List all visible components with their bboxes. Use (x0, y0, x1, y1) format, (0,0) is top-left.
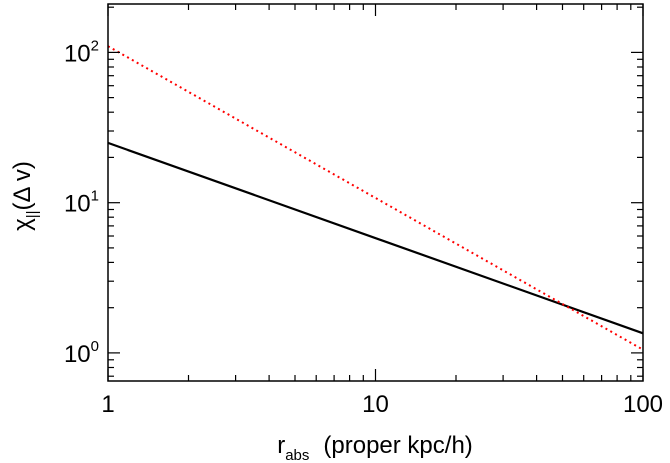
y-axis-label-rest: (Δ v) (9, 161, 36, 210)
series-line-1 (107, 45, 644, 351)
y-tick-label-exponent: 0 (91, 338, 99, 355)
y-tick-label-base: 10 (64, 191, 91, 218)
series-line-0 (107, 141, 644, 335)
axis-ticks (107, 4, 644, 381)
y-tick-label-exponent: 2 (91, 37, 99, 54)
x-axis-label-subscript: abs (285, 447, 309, 463)
y-axis-label-main: χ (9, 218, 36, 231)
y-tick-label-0: 100 (64, 338, 99, 368)
x-tick-label-2: 100 (623, 391, 663, 418)
plot-frame (107, 3, 644, 382)
x-axis-label-rest: (proper kpc/h) (323, 432, 472, 459)
x-tick-label-1: 10 (362, 391, 389, 418)
x-tick-label-0: 1 (101, 391, 114, 418)
y-tick-label-base: 10 (64, 341, 91, 368)
y-tick-label-2: 102 (64, 37, 99, 67)
y-tick-label-base: 10 (64, 40, 91, 67)
y-axis-label: χ||(Δ v) (9, 161, 41, 231)
x-axis-label-main: r (277, 432, 285, 459)
y-tick-label-1: 101 (64, 188, 99, 218)
x-axis-label: rabs (proper kpc/h) (277, 432, 473, 463)
y-tick-label-exponent: 1 (91, 188, 99, 205)
plot-lines (107, 45, 644, 351)
x-tick-labels: 1 10 100 (101, 391, 663, 418)
y-axis-label-subscript: || (24, 210, 41, 218)
